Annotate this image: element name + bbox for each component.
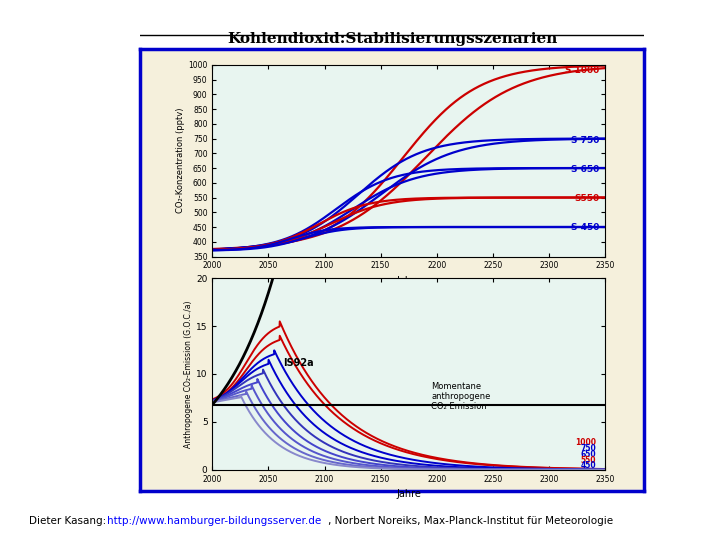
Text: 750: 750	[580, 444, 596, 453]
Text: S 1000: S 1000	[565, 66, 599, 75]
X-axis label: Jahre: Jahre	[396, 276, 421, 286]
Text: 1000: 1000	[575, 438, 596, 448]
Text: Kohlendioxid:Stabilisierungsszenarien: Kohlendioxid:Stabilisierungsszenarien	[228, 32, 557, 46]
Text: 650: 650	[580, 450, 596, 459]
Text: S 750: S 750	[571, 136, 599, 145]
Text: Momentane
anthropogene
CO₂ Emission: Momentane anthropogene CO₂ Emission	[431, 382, 490, 411]
Text: S550: S550	[574, 194, 599, 202]
Text: S 650: S 650	[571, 165, 599, 174]
Text: , Norbert Noreiks, Max-Planck-Institut für Meteorologie: , Norbert Noreiks, Max-Planck-Institut f…	[328, 516, 613, 526]
Text: IS92a: IS92a	[283, 358, 314, 368]
Text: http://www.hamburger-bildungsserver.de: http://www.hamburger-bildungsserver.de	[107, 516, 321, 526]
Text: S 450: S 450	[571, 223, 599, 232]
Y-axis label: Anthropogene CO₂-Emission (G.O.C./a): Anthropogene CO₂-Emission (G.O.C./a)	[184, 300, 193, 448]
Y-axis label: CO₂-Konzentration (pptv): CO₂-Konzentration (pptv)	[176, 108, 185, 213]
Text: Dieter Kasang:: Dieter Kasang:	[29, 516, 109, 526]
Text: 550: 550	[580, 456, 596, 465]
X-axis label: Jahre: Jahre	[396, 489, 421, 499]
Text: 450: 450	[580, 462, 596, 470]
